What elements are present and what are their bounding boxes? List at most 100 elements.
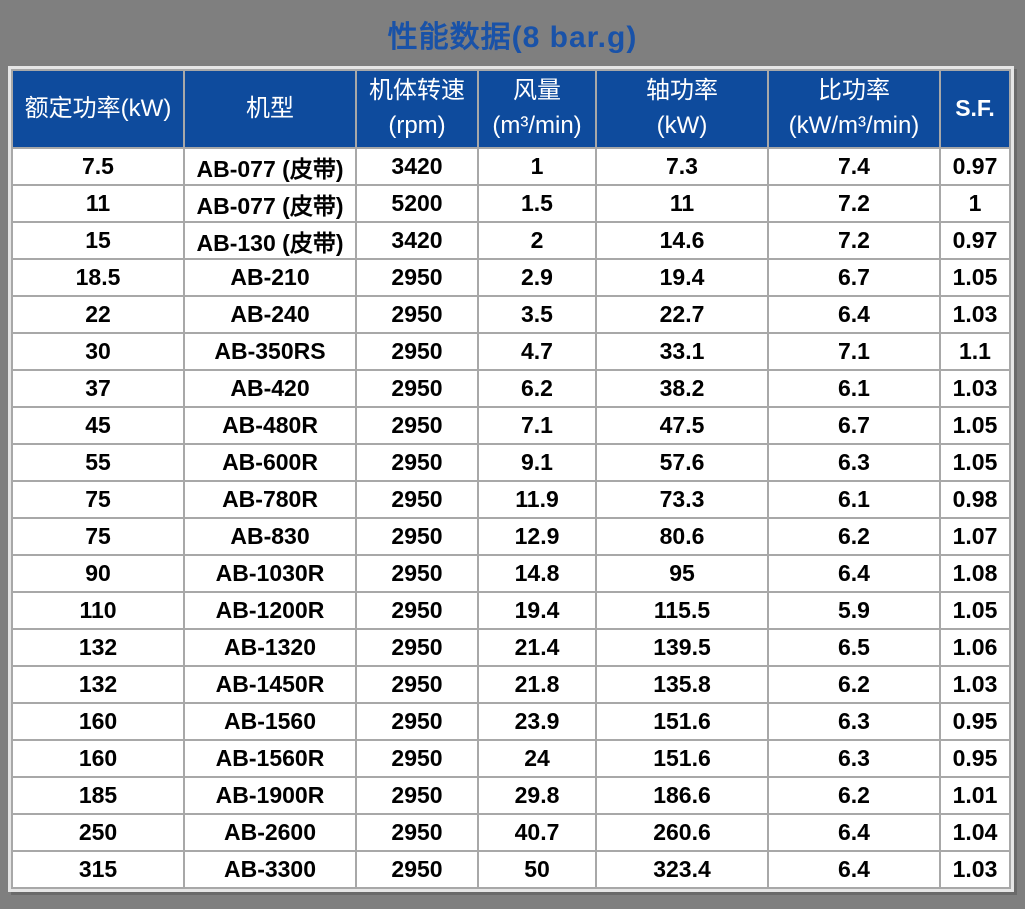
cell-rated_power: 160 [11,739,185,778]
page-title: 性能数据(8 bar.g) [387,21,638,54]
cell-shaft_power: 260.6 [595,813,769,852]
cell-specific_power: 6.2 [767,517,941,556]
cell-sf: 0.97 [939,221,1011,260]
cell-shaft_power: 19.4 [595,258,769,297]
column-header-air_flow: 风量 (m³/min) [477,69,597,149]
cell-air_flow: 14.8 [477,554,597,593]
performance-table-wrap: 额定功率(kW) 机型 机体转速 (rpm) 风量 (m³/min) 轴功率 (kW) 比功率 (… [8,66,1014,892]
cell-rated_power: 132 [11,665,185,704]
cell-shaft_power: 80.6 [595,517,769,556]
cell-sf: 1.07 [939,517,1011,556]
cell-specific_power: 6.3 [767,739,941,778]
cell-air_flow: 12.9 [477,517,597,556]
cell-shaft_power: 38.2 [595,369,769,408]
table-row: 22 AB-240 2950 3.5 22.7 6.4 1.03 [11,295,1011,334]
cell-air_flow: 3.5 [477,295,597,334]
cell-rated_power: 15 [11,221,185,260]
cell-sf: 1.03 [939,295,1011,334]
cell-sf: 0.95 [939,739,1011,778]
cell-shaft_power: 186.6 [595,776,769,815]
cell-speed: 3420 [355,221,479,260]
column-header-line: (rpm) [388,112,446,139]
table-row: 132 AB-1320 2950 21.4 139.5 6.5 1.06 [11,628,1011,667]
cell-model: AB-077 (皮带) [183,147,357,186]
cell-model: AB-1030R [183,554,357,593]
cell-specific_power: 7.4 [767,147,941,186]
cell-speed: 2950 [355,258,479,297]
column-header-line: 机体转速 [369,77,465,105]
cell-rated_power: 90 [11,554,185,593]
cell-model: AB-1320 [183,628,357,667]
cell-model: AB-780R [183,480,357,519]
cell-specific_power: 6.2 [767,665,941,704]
cell-sf: 1.06 [939,628,1011,667]
performance-table: 额定功率(kW) 机型 机体转速 (rpm) 风量 (m³/min) 轴功率 (kW) 比功率 (… [11,69,1011,889]
cell-shaft_power: 47.5 [595,406,769,445]
cell-model: AB-600R [183,443,357,482]
cell-speed: 2950 [355,628,479,667]
cell-sf: 1.03 [939,850,1011,889]
cell-rated_power: 110 [11,591,185,630]
table-row: 55 AB-600R 2950 9.1 57.6 6.3 1.05 [11,443,1011,482]
cell-model: AB-3300 [183,850,357,889]
table-row: 250 AB-2600 2950 40.7 260.6 6.4 1.04 [11,813,1011,852]
cell-speed: 3420 [355,147,479,186]
table-row: 75 AB-780R 2950 11.9 73.3 6.1 0.98 [11,480,1011,519]
cell-specific_power: 6.4 [767,813,941,852]
cell-speed: 2950 [355,702,479,741]
column-header-line: (kW/m³/min) [788,112,920,139]
cell-sf: 1.05 [939,258,1011,297]
cell-rated_power: 22 [11,295,185,334]
cell-shaft_power: 95 [595,554,769,593]
column-header-line: S.F. [955,95,995,122]
cell-shaft_power: 11 [595,184,769,223]
cell-speed: 2950 [355,443,479,482]
cell-rated_power: 45 [11,406,185,445]
cell-air_flow: 6.2 [477,369,597,408]
cell-speed: 2950 [355,776,479,815]
cell-rated_power: 30 [11,332,185,371]
cell-sf: 1.03 [939,369,1011,408]
cell-model: AB-1450R [183,665,357,704]
cell-speed: 2950 [355,295,479,334]
cell-speed: 2950 [355,480,479,519]
column-header-model: 机型 [183,69,357,149]
cell-air_flow: 19.4 [477,591,597,630]
cell-specific_power: 6.2 [767,776,941,815]
column-header-sf: S.F. [939,69,1011,149]
cell-speed: 2950 [355,406,479,445]
cell-shaft_power: 323.4 [595,850,769,889]
cell-model: AB-1900R [183,776,357,815]
cell-air_flow: 23.9 [477,702,597,741]
table-row: 132 AB-1450R 2950 21.8 135.8 6.2 1.03 [11,665,1011,704]
cell-model: AB-350RS [183,332,357,371]
column-header-line: 比功率 [818,77,890,105]
column-header-speed: 机体转速 (rpm) [355,69,479,149]
cell-rated_power: 37 [11,369,185,408]
table-header: 额定功率(kW) 机型 机体转速 (rpm) 风量 (m³/min) 轴功率 (kW) 比功率 (… [11,69,1011,149]
cell-model: AB-130 (皮带) [183,221,357,260]
cell-specific_power: 6.3 [767,702,941,741]
table-row: 160 AB-1560 2950 23.9 151.6 6.3 0.95 [11,702,1011,741]
cell-speed: 2950 [355,739,479,778]
cell-specific_power: 7.2 [767,184,941,223]
table-header-row: 额定功率(kW) 机型 机体转速 (rpm) 风量 (m³/min) 轴功率 (kW) 比功率 (… [11,69,1011,149]
cell-speed: 2950 [355,850,479,889]
table-row: 7.5 AB-077 (皮带) 3420 1 7.3 7.4 0.97 [11,147,1011,186]
cell-model: AB-240 [183,295,357,334]
table-row: 75 AB-830 2950 12.9 80.6 6.2 1.07 [11,517,1011,556]
table-row: 15 AB-130 (皮带) 3420 2 14.6 7.2 0.97 [11,221,1011,260]
cell-specific_power: 6.3 [767,443,941,482]
cell-model: AB-420 [183,369,357,408]
cell-air_flow: 40.7 [477,813,597,852]
cell-rated_power: 315 [11,850,185,889]
cell-shaft_power: 151.6 [595,739,769,778]
cell-sf: 1.05 [939,443,1011,482]
cell-model: AB-2600 [183,813,357,852]
cell-air_flow: 1.5 [477,184,597,223]
cell-specific_power: 7.2 [767,221,941,260]
cell-speed: 2950 [355,369,479,408]
cell-sf: 1.05 [939,406,1011,445]
cell-shaft_power: 7.3 [595,147,769,186]
column-header-line: 轴功率 [646,77,718,105]
